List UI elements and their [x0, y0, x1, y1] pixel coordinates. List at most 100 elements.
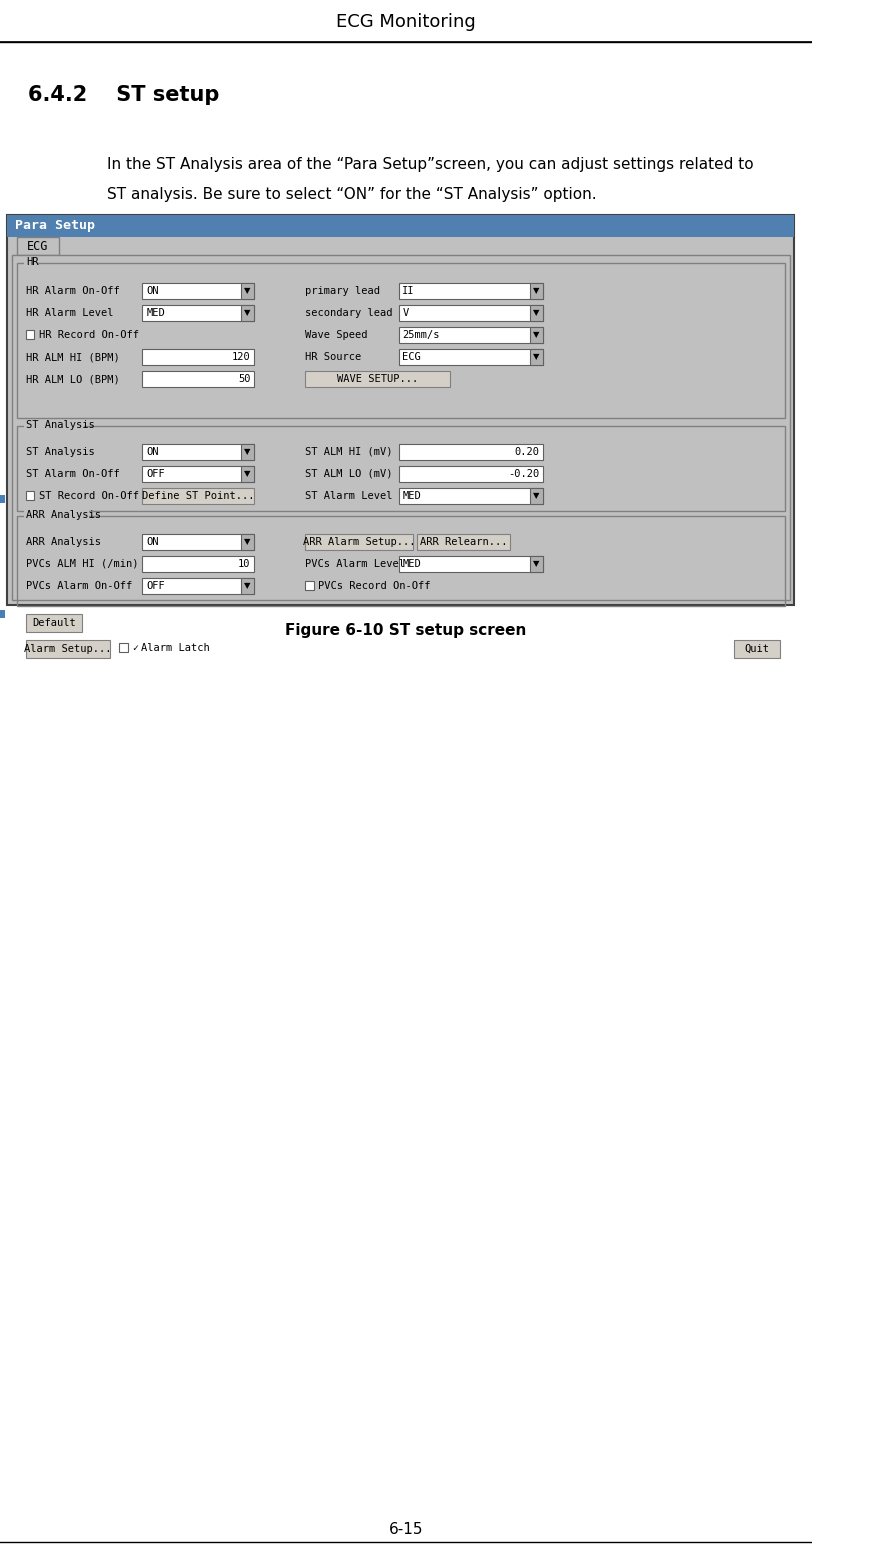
Text: ▼: ▼	[244, 470, 251, 478]
Text: Wave Speed: Wave Speed	[305, 331, 368, 340]
Bar	[26, 615, 82, 632]
Bar	[0, 495, 4, 503]
Bar	[119, 643, 127, 652]
Text: ▼: ▼	[244, 309, 251, 318]
Text: MED: MED	[402, 559, 421, 570]
Text: ST ALM LO (mV): ST ALM LO (mV)	[305, 469, 393, 480]
Bar	[142, 534, 255, 549]
Bar	[8, 216, 794, 605]
Bar	[17, 262, 785, 417]
Bar	[399, 306, 543, 321]
Bar	[399, 444, 543, 459]
Bar	[142, 487, 255, 504]
Text: 50: 50	[238, 374, 250, 383]
Text: ARR Relearn...: ARR Relearn...	[420, 537, 508, 546]
Text: 0.20: 0.20	[514, 447, 539, 456]
Bar	[26, 639, 110, 658]
Bar	[26, 490, 35, 500]
Text: MED: MED	[146, 307, 165, 318]
Text: ▼: ▼	[533, 352, 540, 362]
Bar	[24, 421, 85, 430]
Text: primary lead: primary lead	[305, 286, 380, 296]
Text: ARR Analysis: ARR Analysis	[26, 511, 101, 520]
Bar	[24, 258, 38, 267]
Bar	[305, 580, 314, 590]
Bar	[24, 511, 90, 520]
Bar	[305, 534, 412, 549]
Text: Alarm Setup...: Alarm Setup...	[24, 644, 112, 653]
Text: ON: ON	[146, 286, 159, 296]
Bar	[242, 577, 255, 594]
Bar	[530, 282, 543, 300]
Text: ▼: ▼	[533, 309, 540, 318]
Bar	[399, 487, 543, 504]
Text: 6.4.2    ST setup: 6.4.2 ST setup	[28, 85, 220, 106]
Text: PVCs Record On-Off: PVCs Record On-Off	[318, 580, 431, 591]
Text: OFF: OFF	[146, 469, 165, 480]
Text: PVCs Alarm Level: PVCs Alarm Level	[305, 559, 405, 570]
Bar	[399, 556, 543, 573]
Text: ARR Analysis: ARR Analysis	[26, 537, 101, 546]
Text: 25mm/s: 25mm/s	[402, 331, 439, 340]
Bar	[305, 371, 450, 386]
Text: 120: 120	[232, 352, 250, 362]
Bar	[399, 349, 543, 365]
Bar	[142, 371, 255, 386]
Bar	[26, 331, 35, 338]
Text: ST Analysis: ST Analysis	[26, 447, 95, 456]
Bar	[17, 515, 785, 605]
Text: ECG: ECG	[402, 352, 421, 362]
Text: HR Record On-Off: HR Record On-Off	[39, 331, 140, 340]
Text: MED: MED	[402, 490, 421, 501]
Text: HR: HR	[26, 258, 38, 267]
Text: ▼: ▼	[244, 447, 251, 456]
Text: secondary lead: secondary lead	[305, 307, 393, 318]
Text: ST Record On-Off: ST Record On-Off	[39, 490, 140, 501]
Bar	[0, 610, 4, 618]
Text: Para Setup: Para Setup	[15, 219, 95, 233]
Bar	[417, 534, 510, 549]
Text: -0.20: -0.20	[508, 469, 539, 480]
Bar	[530, 487, 543, 504]
Bar	[142, 444, 255, 459]
Bar	[142, 306, 255, 321]
Text: HR ALM LO (BPM): HR ALM LO (BPM)	[26, 374, 119, 383]
Text: Alarm Latch: Alarm Latch	[140, 643, 209, 653]
Bar	[142, 349, 255, 365]
Bar	[242, 306, 255, 321]
Text: ARR Alarm Setup...: ARR Alarm Setup...	[303, 537, 415, 546]
Bar	[142, 577, 255, 594]
Bar	[399, 282, 543, 300]
Text: ▼: ▼	[244, 287, 251, 295]
Text: ST ALM HI (mV): ST ALM HI (mV)	[305, 447, 393, 456]
Bar	[142, 282, 255, 300]
Bar	[8, 216, 794, 237]
Text: WAVE SETUP...: WAVE SETUP...	[337, 374, 419, 383]
FancyBboxPatch shape	[8, 216, 794, 237]
Text: ST Alarm Level: ST Alarm Level	[305, 490, 393, 501]
Text: ▼: ▼	[244, 537, 251, 546]
Text: PVCs ALM HI (/min): PVCs ALM HI (/min)	[26, 559, 139, 570]
Bar	[530, 327, 543, 343]
Text: V: V	[402, 307, 409, 318]
Text: ▼: ▼	[244, 582, 251, 590]
Text: Define ST Point...: Define ST Point...	[142, 490, 255, 501]
Text: Quit: Quit	[745, 644, 770, 653]
Bar	[399, 327, 543, 343]
Bar	[17, 425, 785, 511]
Bar	[242, 444, 255, 459]
Bar	[734, 639, 780, 658]
Text: ST Analysis: ST Analysis	[26, 421, 95, 430]
Bar	[142, 466, 255, 483]
Text: ▼: ▼	[533, 287, 540, 295]
Text: Default: Default	[32, 618, 76, 629]
Text: ECG Monitoring: ECG Monitoring	[336, 12, 476, 31]
Text: HR Source: HR Source	[305, 352, 362, 362]
Text: ST analysis. Be sure to select “ON” for the “ST Analysis” option.: ST analysis. Be sure to select “ON” for …	[107, 188, 596, 202]
Text: ▼: ▼	[533, 331, 540, 340]
Bar	[242, 466, 255, 483]
Text: Figure 6-10 ST setup screen: Figure 6-10 ST setup screen	[285, 622, 527, 638]
Text: In the ST Analysis area of the “Para Setup”screen, you can adjust settings relat: In the ST Analysis area of the “Para Set…	[107, 157, 753, 172]
Text: ECG: ECG	[27, 239, 49, 253]
Text: ▼: ▼	[533, 560, 540, 568]
